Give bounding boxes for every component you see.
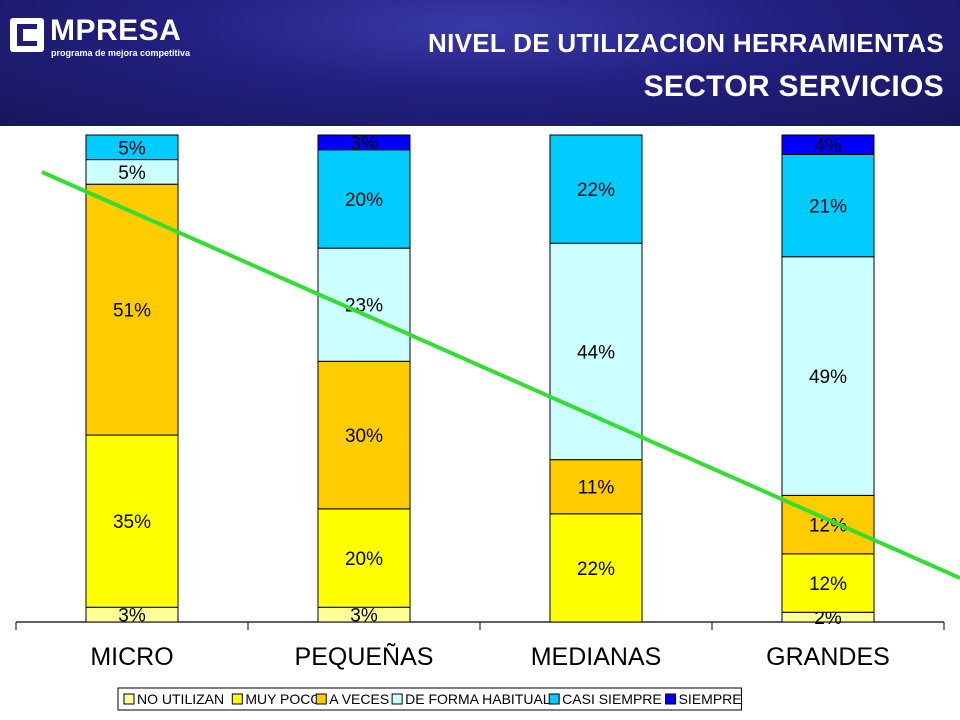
- legend-entry: MUY POCO: [245, 691, 321, 707]
- legend-swatch: [123, 693, 135, 705]
- data-label: 22%: [577, 180, 615, 201]
- bar-segment: [85, 134, 179, 161]
- data-label: 3%: [350, 133, 378, 154]
- legend-entry: A VECES: [329, 691, 389, 707]
- bar-segment: [317, 508, 411, 608]
- data-label: 5%: [118, 138, 146, 159]
- bar-segment: [85, 434, 179, 608]
- data-label: 2%: [814, 608, 842, 629]
- category-label: GRANDES: [766, 643, 890, 671]
- legend-entry: SIEMPRE: [679, 691, 742, 707]
- legend: [117, 687, 742, 711]
- data-label: 49%: [809, 367, 847, 388]
- bar-segment: [317, 149, 411, 249]
- legend-entry: NO UTILIZAN: [137, 691, 224, 707]
- bar-segment: [317, 247, 411, 362]
- legend-entry: CASI SIEMPRE: [562, 691, 662, 707]
- header-banner: MPRESA programa de mejora competitiva NI…: [0, 0, 960, 126]
- bar-segment: [781, 134, 875, 155]
- data-label: 3%: [118, 606, 146, 627]
- bar-segment: [781, 256, 875, 496]
- data-label: 3%: [350, 606, 378, 627]
- category-label: PEQUEÑAS: [295, 642, 434, 671]
- legend-entry: DE FORMA HABITUAL: [405, 691, 551, 707]
- trend-line: [41, 170, 960, 580]
- bar-segment: [317, 360, 411, 510]
- data-label: 4%: [814, 136, 842, 157]
- empresa-logo: MPRESA programa de mejora competitiva: [10, 14, 200, 68]
- data-label: 12%: [809, 574, 847, 595]
- data-label: 35%: [113, 512, 151, 533]
- data-label: 44%: [577, 342, 615, 363]
- page-title: NIVEL DE UTILIZACION HERRAMIENTAS: [428, 28, 944, 58]
- page-subtitle: SECTOR SERVICIOS: [643, 70, 944, 103]
- logo-tagline: programa de mejora competitiva: [51, 48, 191, 58]
- category-label: MEDIANAS: [531, 643, 662, 671]
- data-label: 20%: [345, 549, 383, 570]
- bar-segment: [549, 513, 643, 623]
- data-label: 5%: [118, 163, 146, 184]
- stacked-bar-chart: 3%35%51%5%5%MICRO3%20%30%23%20%3%PEQUEÑA…: [15, 133, 960, 711]
- legend-swatch: [315, 693, 327, 705]
- category-label: MICRO: [90, 643, 173, 671]
- legend-swatch: [231, 693, 243, 705]
- data-label: 11%: [578, 478, 615, 499]
- bar-segment: [781, 153, 875, 258]
- legend-swatch: [665, 693, 677, 705]
- logo-e-icon: [10, 18, 44, 52]
- legend-swatch: [391, 693, 403, 705]
- data-label: 22%: [577, 559, 615, 580]
- data-label: 20%: [345, 190, 383, 211]
- data-label: 30%: [345, 426, 383, 447]
- bar-segment: [317, 134, 411, 151]
- bar-segment: [549, 134, 643, 244]
- bar-segment: [549, 459, 643, 515]
- data-label: 21%: [809, 197, 847, 218]
- logo-name: MPRESA: [50, 14, 182, 47]
- bar-segment: [781, 553, 875, 613]
- data-label: 12%: [809, 516, 847, 537]
- bar-segment: [549, 242, 643, 461]
- legend-swatch: [548, 693, 560, 705]
- data-label: 51%: [113, 301, 151, 322]
